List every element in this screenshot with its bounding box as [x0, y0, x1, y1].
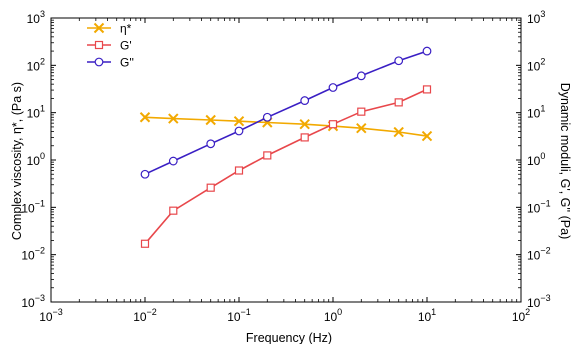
series-1: [140, 85, 432, 248]
data-point: [233, 116, 245, 127]
legend-label: G'': [120, 56, 134, 70]
data-point: [422, 46, 432, 56]
data-point: [169, 206, 178, 215]
legend-marker: [94, 40, 104, 50]
data-point: [394, 56, 404, 66]
y-right-tick-label: 10−2: [527, 246, 551, 263]
data-point: [356, 71, 366, 81]
y-left-tick-label: 10−3: [21, 293, 45, 310]
x-tick-label: 10−2: [133, 307, 157, 324]
data-point: [393, 126, 404, 138]
data-point: [299, 119, 310, 130]
y-left-tick-label: 103: [27, 9, 45, 26]
x-tick-label: 101: [418, 307, 436, 324]
legend-label: G': [120, 39, 132, 53]
data-point: [422, 85, 432, 94]
x-tick-label: 10−1: [227, 307, 251, 324]
y-right-tick-label: 10−1: [527, 198, 551, 215]
data-point: [206, 183, 215, 192]
data-point: [328, 120, 338, 129]
x-marker-stroke: [93, 22, 105, 34]
data-point: [300, 96, 310, 105]
data-point: [168, 113, 179, 124]
data-point: [263, 151, 272, 160]
data-point: [234, 126, 244, 136]
data-point: [394, 98, 403, 107]
y-left-tick-label: 101: [27, 104, 45, 121]
data-point: [328, 83, 338, 92]
x-marker-stroke: [233, 116, 245, 127]
x-tick-label: 100: [324, 307, 342, 324]
y-right-tick-label: 100: [527, 151, 545, 168]
y-right-tick-label: 101: [527, 104, 545, 121]
data-point: [300, 133, 309, 142]
legend-marker: [94, 57, 104, 67]
x-tick-label: 102: [512, 307, 530, 324]
series-2: [140, 46, 432, 179]
x-marker-stroke: [393, 126, 404, 138]
data-point: [140, 169, 150, 179]
y-right-tick-label: 103: [527, 9, 545, 26]
y-right-tick-label: 102: [527, 56, 545, 73]
y-axis-left-title: Complex viscosity, η*, (Pa s): [10, 82, 24, 240]
data-point: [357, 107, 366, 116]
data-point: [205, 114, 216, 126]
data-point: [139, 112, 151, 123]
y-left-tick-label: 10−2: [21, 246, 45, 263]
x-marker-stroke: [139, 112, 151, 123]
data-point: [262, 112, 272, 122]
x-marker-stroke: [356, 122, 367, 134]
y-axis-right-title: Dynamic moduli, G', G'' (Pa): [558, 83, 571, 240]
y-left-tick-label: 100: [27, 151, 45, 168]
series-line: [144, 50, 428, 175]
legend-label: η*: [120, 22, 132, 36]
y-left-tick-label: 10−1: [21, 198, 45, 215]
legend: η* G' G'': [87, 22, 134, 70]
data-point: [356, 122, 367, 134]
x-marker-stroke: [421, 130, 433, 142]
x-axis-title: Frequency (Hz): [246, 331, 332, 344]
x-marker-stroke: [299, 119, 310, 130]
y-left-tick-label: 102: [27, 56, 45, 73]
x-marker-stroke: [168, 113, 179, 124]
data-point: [168, 156, 178, 166]
y-right-tick-label: 10−3: [527, 293, 551, 310]
series-0: [139, 112, 433, 142]
series-line: [144, 116, 428, 137]
legend-marker: [93, 22, 105, 34]
series-layer: [139, 46, 433, 248]
series-line: [144, 88, 428, 245]
data-point: [421, 130, 433, 142]
x-tick-label: 10−3: [39, 307, 63, 324]
x-marker-stroke: [205, 114, 216, 126]
data-point: [234, 166, 244, 175]
data-point: [206, 139, 216, 149]
data-point: [140, 239, 150, 248]
